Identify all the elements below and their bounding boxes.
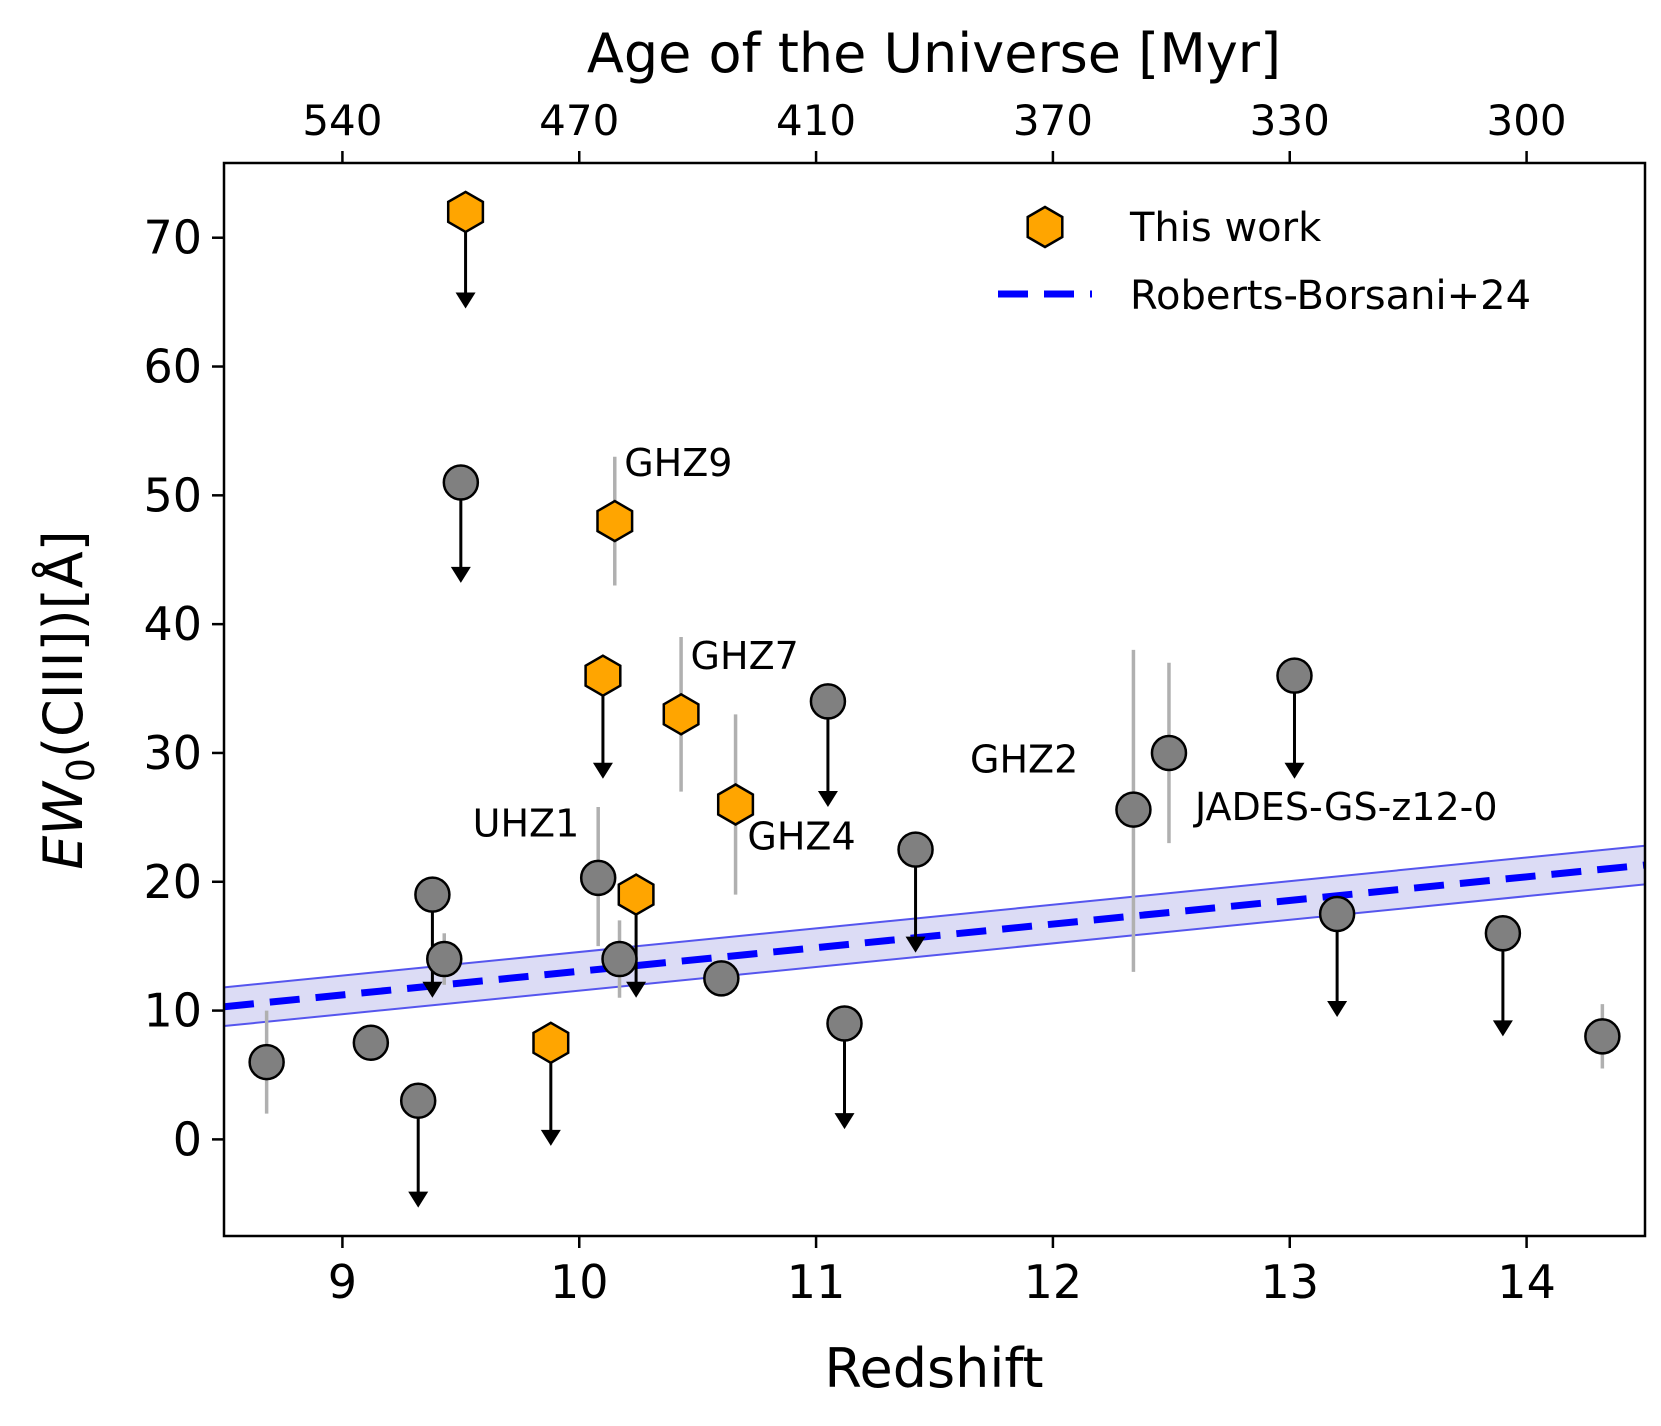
literature-circle-point bbox=[442, 464, 480, 501]
top-axis-ticks: 540 470 410 370 330 300 bbox=[302, 96, 1567, 163]
literature-circle-point bbox=[399, 1082, 437, 1119]
upper-limit-arrowhead bbox=[1492, 1020, 1513, 1037]
top-tick-label: 410 bbox=[776, 96, 856, 145]
fit-line-roberts-borsani bbox=[224, 861, 1645, 1011]
fit-layer bbox=[224, 844, 1645, 1028]
upper-limit-arrowhead bbox=[1284, 762, 1305, 779]
annotation-ghz9: GHZ9 bbox=[624, 441, 732, 485]
legend-label-this-work: This work bbox=[1129, 205, 1322, 251]
this-work-hexagon-point bbox=[446, 190, 485, 234]
literature-circle-point bbox=[1115, 791, 1152, 828]
x-tick-label: 12 bbox=[1024, 1255, 1083, 1309]
literature-circle-point bbox=[426, 940, 463, 978]
y-axis-title-subscript: 0 bbox=[59, 758, 103, 782]
y-tick-label: 50 bbox=[143, 468, 202, 522]
y-tick-label: 70 bbox=[143, 211, 202, 265]
literature-circle-point bbox=[1484, 915, 1522, 952]
upper-limit-arrowhead bbox=[834, 1113, 855, 1130]
literature-circle-point bbox=[1584, 1018, 1621, 1055]
top-tick-label: 330 bbox=[1250, 96, 1330, 145]
literature-circle-point bbox=[601, 940, 638, 978]
legend: This work Roberts-Borsani+24 bbox=[998, 205, 1531, 319]
x-axis-ticks: 9 10 11 12 13 14 bbox=[328, 1236, 1556, 1309]
upper-limit-arrowhead bbox=[592, 762, 613, 779]
x-tick-label: 10 bbox=[550, 1255, 609, 1309]
x-tick-label: 9 bbox=[328, 1255, 357, 1309]
y-axis-ticks: 0 10 20 30 40 50 60 70 bbox=[143, 211, 224, 1166]
this-work-hexagon-point bbox=[532, 1021, 570, 1065]
annotation-ghz4: GHZ4 bbox=[747, 815, 855, 859]
upper-limit-arrowhead bbox=[450, 566, 471, 583]
literature-circle-point bbox=[1150, 734, 1188, 772]
y-tick-label: 10 bbox=[143, 984, 202, 1038]
annotation-ghz2: GHZ2 bbox=[970, 737, 1078, 781]
x-tick-label: 13 bbox=[1260, 1255, 1319, 1309]
y-tick-label: 0 bbox=[173, 1112, 202, 1166]
annotation-layer: GHZ9 GHZ7 GHZ4 UHZ1 GHZ2 JADES-GS-z12-0 bbox=[473, 441, 1498, 859]
y-tick-label: 30 bbox=[143, 726, 202, 780]
top-axis-title: Age of the Universe [Myr] bbox=[587, 22, 1281, 85]
upper-limit-arrowhead bbox=[455, 292, 476, 309]
literature-circle-point bbox=[703, 960, 740, 997]
fit-band-lower-edge bbox=[224, 883, 1645, 1028]
x-tick-label: 11 bbox=[787, 1255, 846, 1309]
this-work-hexagon-point bbox=[716, 783, 755, 826]
upper-limit-arrowhead bbox=[626, 981, 647, 998]
y-axis-title: EW0(CIII])[Å] bbox=[31, 530, 103, 869]
literature-circle-point bbox=[1276, 657, 1313, 694]
upper-limit-arrowhead bbox=[1327, 1001, 1348, 1018]
x-axis-title: Redshift bbox=[824, 1337, 1043, 1400]
top-tick-label: 300 bbox=[1486, 96, 1566, 145]
this-work-hexagon-point bbox=[662, 692, 700, 736]
literature-circle-point bbox=[352, 1024, 390, 1062]
upper-limit-arrowhead bbox=[540, 1129, 561, 1146]
literature-circle-point bbox=[414, 876, 451, 913]
upper-limit-arrow-layer bbox=[408, 211, 1513, 1208]
y-tick-label: 40 bbox=[143, 597, 202, 651]
annotation-jades-gs-z12-0: JADES-GS-z12-0 bbox=[1193, 785, 1498, 829]
upper-limit-arrowhead bbox=[422, 981, 443, 998]
legend-hexagon-marker bbox=[1026, 205, 1064, 249]
upper-limit-arrowhead bbox=[408, 1191, 429, 1208]
top-tick-label: 370 bbox=[1013, 96, 1093, 145]
this-work-hexagon-point bbox=[596, 499, 634, 543]
this-work-hexagon-point bbox=[617, 873, 655, 917]
x-tick-label: 14 bbox=[1497, 1255, 1556, 1309]
top-tick-label: 540 bbox=[302, 96, 382, 145]
marker-layer bbox=[248, 190, 1621, 1119]
literature-circle-point bbox=[248, 1043, 285, 1081]
top-tick-label: 470 bbox=[539, 96, 619, 145]
literature-circle-point bbox=[579, 859, 617, 897]
y-axis-title-main: EW bbox=[32, 780, 95, 870]
upper-limit-arrowhead bbox=[817, 791, 838, 808]
y-tick-label: 20 bbox=[143, 855, 202, 909]
literature-circle-point bbox=[1318, 895, 1356, 933]
y-tick-label: 60 bbox=[143, 340, 202, 394]
annotation-uhz1: UHZ1 bbox=[473, 802, 580, 846]
plot-frame bbox=[222, 161, 1647, 1238]
literature-circle-point bbox=[897, 831, 934, 868]
legend-label-roberts-borsani: Roberts-Borsani+24 bbox=[1130, 273, 1531, 319]
upper-limit-arrowhead bbox=[905, 936, 926, 953]
y-axis-title-rest: (CIII])[Å] bbox=[31, 530, 95, 758]
annotation-ghz7: GHZ7 bbox=[691, 634, 799, 678]
literature-circle-point bbox=[809, 683, 847, 720]
this-work-hexagon-point bbox=[584, 654, 622, 698]
literature-circle-point bbox=[826, 1005, 863, 1042]
